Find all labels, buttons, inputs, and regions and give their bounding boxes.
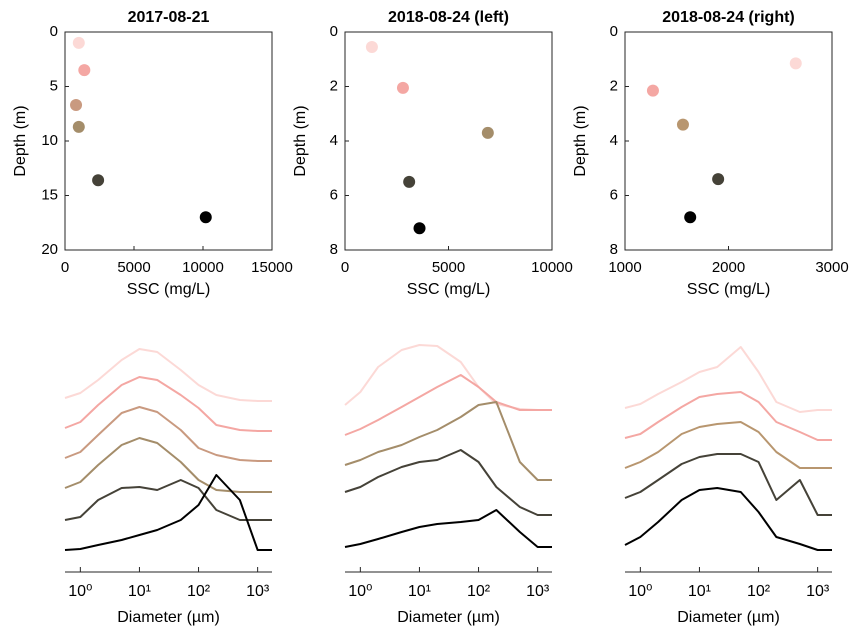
point — [413, 222, 426, 235]
point — [70, 99, 83, 112]
y-tick-label: 2 — [610, 77, 618, 94]
y-tick-label: 2 — [330, 77, 338, 94]
size-distribution-line — [344, 401, 552, 481]
y-tick-label: 20 — [41, 241, 58, 258]
x-tick-label: 10³ — [246, 583, 270, 600]
point — [92, 174, 105, 187]
point — [789, 57, 802, 70]
x-axis-label: Diameter (µm) — [677, 609, 780, 626]
point — [684, 211, 697, 224]
chart-title: 2018-08-24 (left) — [388, 9, 509, 26]
x-axis-label: Diameter (µm) — [397, 609, 500, 626]
x-tick-label: 0 — [61, 259, 69, 276]
x-tick-label: 10000 — [531, 259, 573, 276]
y-axis-label: Depth (m) — [292, 105, 309, 176]
x-tick-label: 1000 — [608, 259, 641, 276]
x-tick-label: 10³ — [806, 583, 830, 600]
size-distribution-line — [624, 453, 832, 516]
y-tick-label: 0 — [610, 23, 618, 40]
x-tick-label: 10⁰ — [348, 583, 372, 600]
y-tick-label: 6 — [610, 186, 618, 203]
size-distribution-line — [64, 348, 272, 402]
x-tick-label: 2000 — [712, 259, 745, 276]
x-tick-label: 5000 — [117, 259, 150, 276]
y-tick-label: 0 — [50, 23, 58, 40]
point — [676, 118, 689, 131]
x-tick-label: 10⁰ — [628, 583, 652, 600]
size-distribution-line — [624, 346, 832, 413]
point — [481, 126, 494, 139]
size-distribution-line — [624, 421, 832, 469]
point — [199, 211, 212, 224]
size-distribution-line — [624, 487, 832, 551]
x-axis-label: Diameter (µm) — [117, 609, 220, 626]
size-distribution-line — [344, 509, 552, 548]
x-tick-label: 10⁰ — [68, 583, 92, 600]
size-distribution-line — [624, 391, 832, 441]
plot-frame — [344, 31, 553, 251]
y-axis-label: Depth (m) — [572, 105, 589, 176]
point — [72, 120, 85, 133]
y-tick-label: 4 — [330, 132, 338, 149]
y-tick-label: 0 — [330, 23, 338, 40]
point — [365, 40, 378, 53]
point — [712, 173, 725, 186]
y-tick-label: 4 — [610, 132, 618, 149]
y-tick-label: 15 — [41, 186, 58, 203]
y-axis-label: Depth (m) — [12, 105, 29, 176]
x-tick-label: 3000 — [815, 259, 848, 276]
x-tick-label: 10² — [747, 583, 771, 600]
x-tick-label: 10² — [187, 583, 211, 600]
x-tick-label: 10³ — [526, 583, 550, 600]
size-distribution-line — [64, 479, 272, 521]
point — [72, 36, 85, 49]
size-distribution-line — [344, 449, 552, 516]
y-tick-label: 5 — [50, 77, 58, 94]
x-tick-label: 0 — [341, 259, 349, 276]
y-tick-label: 8 — [330, 241, 338, 258]
chart-title: 2018-08-24 (right) — [662, 9, 795, 26]
chart-title: 2017-08-21 — [128, 9, 210, 26]
size-distribution-line — [344, 344, 552, 411]
x-tick-label: 15000 — [251, 259, 293, 276]
y-tick-label: 10 — [41, 132, 58, 149]
size-distribution-line — [64, 437, 272, 493]
plot-frame — [64, 31, 273, 251]
x-axis-label: SSC (mg/L) — [687, 281, 771, 298]
x-tick-label: 10¹ — [688, 583, 711, 600]
x-tick-label: 10¹ — [408, 583, 431, 600]
point — [646, 84, 659, 97]
size-distribution-line — [64, 406, 272, 462]
x-tick-label: 10000 — [182, 259, 224, 276]
x-tick-label: 10² — [467, 583, 491, 600]
point — [396, 81, 409, 94]
size-distribution-line — [64, 474, 272, 551]
x-tick-label: 10¹ — [128, 583, 151, 600]
point — [403, 175, 416, 188]
size-distribution-line — [344, 374, 552, 436]
x-axis-label: SSC (mg/L) — [127, 281, 211, 298]
x-axis-label: SSC (mg/L) — [407, 281, 491, 298]
size-distribution-line — [64, 376, 272, 432]
y-tick-label: 8 — [610, 241, 618, 258]
point — [78, 64, 91, 77]
y-tick-label: 6 — [330, 186, 338, 203]
x-tick-label: 5000 — [432, 259, 465, 276]
